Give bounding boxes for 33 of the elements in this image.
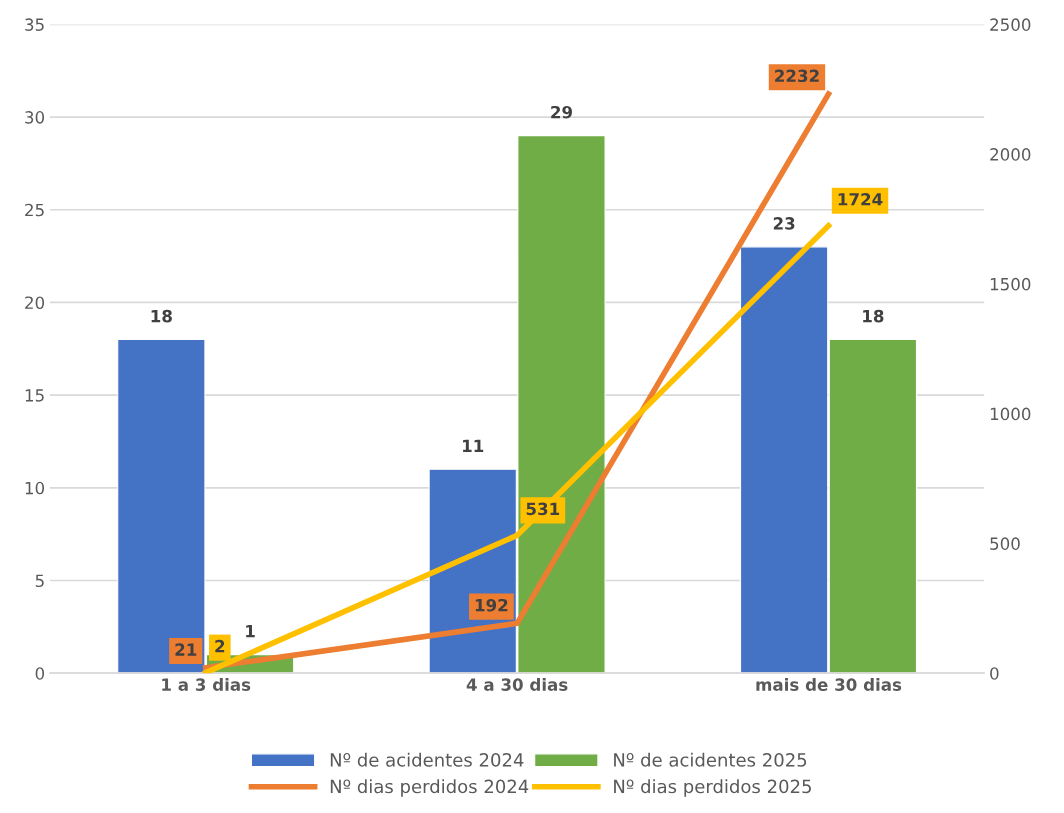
y2-tick-label: 1500: [990, 277, 1031, 291]
y2-tick-label: 2500: [990, 18, 1031, 31]
data-label: 29: [551, 105, 573, 119]
data-label: 2232: [775, 69, 819, 83]
data-label: 2: [215, 639, 225, 653]
y-tick-label: 35: [25, 18, 44, 31]
data-label: 1: [246, 625, 255, 638]
x-tick-label: 1 a 3 dias: [162, 678, 251, 691]
legend-label: Nº dias perdidos 2025: [614, 779, 811, 797]
data-label: 531: [526, 502, 560, 516]
data-label: 21: [175, 643, 197, 656]
x-tick-label: mais de 30 dias: [756, 678, 902, 691]
y-tick-label: 5: [35, 574, 44, 588]
y-tick-label: 15: [25, 389, 44, 402]
y2-tick-label: 0: [990, 667, 999, 680]
data-label: 1724: [838, 193, 883, 206]
y2-tick-label: 500: [990, 537, 1020, 550]
data-label: 18: [863, 309, 884, 323]
data-label: 11: [463, 439, 484, 452]
data-label: 192: [475, 598, 508, 612]
y-tick-label: 20: [25, 296, 45, 310]
data-label: 18: [151, 309, 172, 323]
y-tick-label: 25: [25, 203, 44, 217]
data-label: 23: [773, 217, 795, 230]
y2-tick-label: 1000: [990, 407, 1031, 421]
y-tick-label: 0: [35, 667, 45, 680]
x-tick-label: 4 a 30 dias: [466, 678, 568, 691]
y2-tick-label: 2000: [990, 148, 1031, 161]
legend-label: Nº de acidentes 2024: [330, 752, 524, 767]
legend-label: Nº dias perdidos 2024: [330, 779, 529, 797]
y-tick-label: 30: [25, 111, 45, 124]
y-tick-label: 10: [25, 481, 45, 495]
legend-label: Nº de acidentes 2025: [614, 752, 807, 767]
